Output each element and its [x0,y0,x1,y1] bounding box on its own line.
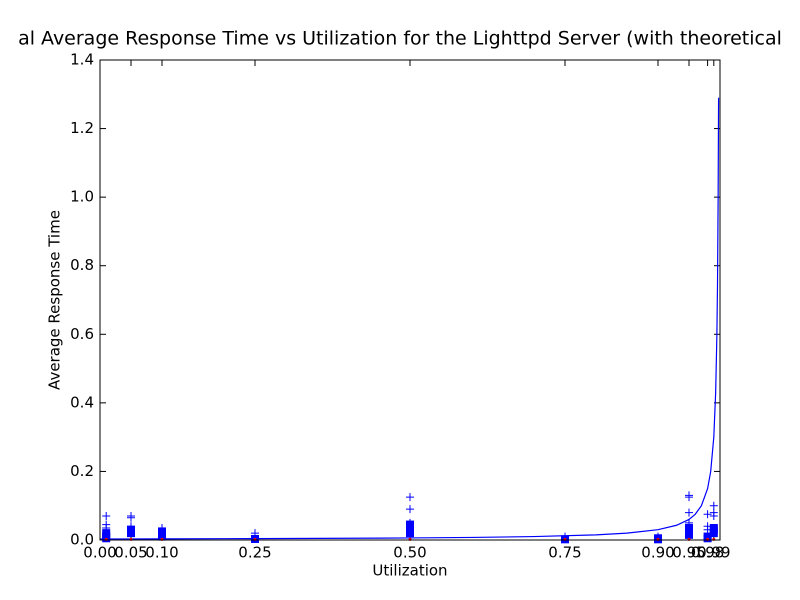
x-tick-label: 0.05 [114,544,147,562]
y-tick-label: 0.4 [70,393,94,411]
square-marker [685,530,693,539]
square-marker [158,532,166,541]
y-tick-label: 1.2 [70,119,94,137]
plus-marker [709,501,718,510]
y-tick-label: 0.0 [70,531,94,549]
theory-line [99,97,720,540]
x-tick-label: 0.25 [238,544,271,562]
y-tick-label: 1.4 [70,51,94,69]
x-axis-label: Utilization [372,562,447,580]
plus-marker [406,505,414,514]
plus-marker [685,508,693,517]
chart-title: al Average Response Time vs Utilization … [18,28,782,50]
x-tick-label: 0.00 [83,544,116,562]
y-tick-label: 0.6 [70,325,94,343]
y-tick-label: 0.2 [70,462,94,480]
plus-marker [127,513,135,522]
y-axis-label: Average Response Time [46,210,64,390]
plus-marker [102,512,111,520]
x-tick-label: 0.98 [691,544,724,562]
y-tick-label: 0.8 [70,256,94,274]
x-tick-label: 0.75 [548,544,581,562]
plus-marker [703,510,712,519]
x-tick-label: 0.90 [641,544,674,562]
square-marker [709,529,718,538]
x-tick-label: 0.95 [672,544,705,562]
x-tick-label: 0.99 [697,544,730,562]
x-tick-label: 0.10 [145,544,178,562]
square-marker [406,529,414,538]
plus-marker [406,493,414,502]
plus-marker [685,493,693,502]
y-tick-label: 1.0 [70,188,94,206]
plot-frame [99,59,721,541]
square-marker [127,529,135,538]
x-tick-label: 0.50 [393,544,426,562]
plus-marker [709,512,718,520]
